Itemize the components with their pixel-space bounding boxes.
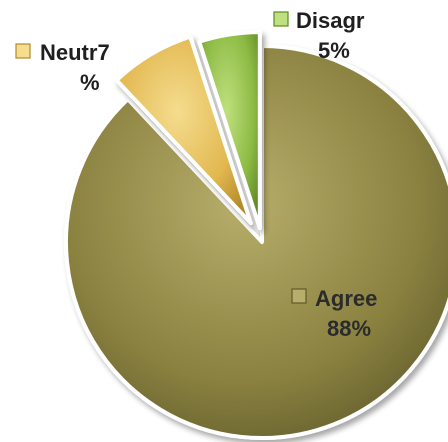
legend-marker-agree	[291, 288, 307, 304]
legend-marker-neutr	[15, 43, 31, 59]
pie-labels: Agree 88% Neutr7 % Disagr 5%	[15, 8, 377, 341]
pie-slice-agree	[64, 44, 448, 440]
pie-slices	[64, 30, 448, 440]
pie-slice-neutr	[114, 34, 253, 226]
data-label-disagr: Disagr 5%	[296, 8, 365, 63]
data-label-neutr: Neutr7%	[40, 40, 110, 95]
legend-marker-disagr	[273, 11, 289, 27]
data-label-agree: Agree 88%	[315, 286, 377, 341]
pie-slice-disagr	[197, 30, 262, 231]
